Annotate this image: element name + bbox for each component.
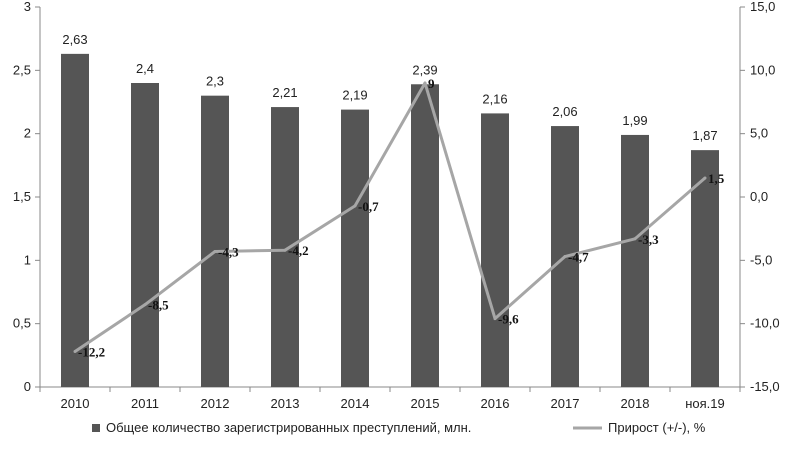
line-point xyxy=(143,303,147,307)
right-tick-label: -5,0 xyxy=(750,252,772,267)
x-tick-label: 2014 xyxy=(341,396,370,411)
left-tick-label: 0,5 xyxy=(13,316,31,331)
right-tick-label: 10,0 xyxy=(750,62,775,77)
bar-value-label: 2,4 xyxy=(136,61,154,76)
left-tick-label: 3 xyxy=(24,0,31,14)
x-tick-label: 2017 xyxy=(551,396,580,411)
bar xyxy=(691,150,719,387)
line-value-label: 9 xyxy=(428,76,435,91)
bar xyxy=(271,107,299,388)
line-value-label: -4,2 xyxy=(288,243,309,258)
right-tick-label: -10,0 xyxy=(750,316,780,331)
line-point xyxy=(73,350,77,354)
line-value-label: -4,7 xyxy=(568,250,589,265)
left-tick-label: 2,5 xyxy=(13,62,31,77)
bar-value-label: 2,3 xyxy=(206,74,224,89)
bar-value-label: 2,06 xyxy=(552,104,577,119)
bar xyxy=(481,113,509,388)
left-tick-label: 1,5 xyxy=(13,189,31,204)
legend-swatch-bars xyxy=(92,424,100,432)
line-value-label: -12,2 xyxy=(78,345,105,360)
legend-label-line: Прирост (+/-), % xyxy=(608,420,706,435)
legend-label-bars: Общее количество зарегистрированных прес… xyxy=(106,420,471,435)
line-point xyxy=(283,248,287,252)
bar-value-label: 1,87 xyxy=(692,128,717,143)
bar-value-label: 2,39 xyxy=(412,62,437,77)
right-tick-label: 0,0 xyxy=(750,189,768,204)
x-tick-label: 2016 xyxy=(481,396,510,411)
line-value-label: -4,3 xyxy=(218,244,239,259)
line-value-label: -0,7 xyxy=(358,199,379,214)
x-tick-label: 2018 xyxy=(621,396,650,411)
line-point xyxy=(213,249,217,253)
bar-value-label: 2,63 xyxy=(62,32,87,47)
x-tick-label: 2015 xyxy=(411,396,440,411)
bar xyxy=(131,83,159,387)
line-point xyxy=(423,81,427,85)
right-tick-label: 5,0 xyxy=(750,126,768,141)
line-value-label: 1,5 xyxy=(708,171,725,186)
bar xyxy=(341,109,369,387)
bar xyxy=(61,53,89,387)
line-value-label: -8,5 xyxy=(148,298,169,313)
line-value-label: -9,6 xyxy=(498,312,519,327)
bar-value-label: 1,99 xyxy=(622,113,647,128)
x-tick-label: ноя.19 xyxy=(685,396,725,411)
line-point xyxy=(353,204,357,208)
line-point xyxy=(563,255,567,259)
left-tick-label: 2 xyxy=(24,126,31,141)
bar xyxy=(201,95,229,388)
bar-value-label: 2,21 xyxy=(272,85,297,100)
left-tick-label: 1 xyxy=(24,252,31,267)
bar xyxy=(621,134,649,387)
bar-value-label: 2,16 xyxy=(482,91,507,106)
right-tick-label: 15,0 xyxy=(750,0,775,14)
right-tick-label: -15,0 xyxy=(750,379,780,394)
growth-line xyxy=(74,81,706,353)
line-value-label: -3,3 xyxy=(638,232,659,247)
bar-value-label: 2,19 xyxy=(342,88,367,103)
x-tick-label: 2013 xyxy=(271,396,300,411)
line-point xyxy=(703,176,707,180)
line-point xyxy=(493,317,497,321)
bar xyxy=(411,84,439,388)
x-tick-label: 2012 xyxy=(201,396,230,411)
line-point xyxy=(633,237,637,241)
x-tick-label: 2010 xyxy=(61,396,90,411)
left-tick-label: 0 xyxy=(24,379,31,394)
x-tick-label: 2011 xyxy=(131,396,159,411)
